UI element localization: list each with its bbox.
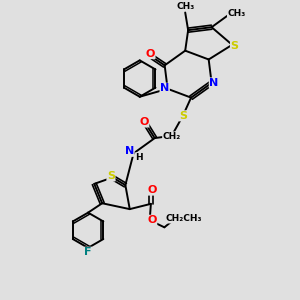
Text: O: O — [148, 185, 157, 195]
Text: O: O — [147, 215, 157, 225]
Text: S: S — [230, 41, 238, 51]
Text: CH₃: CH₃ — [176, 2, 194, 10]
Text: CH₃: CH₃ — [227, 9, 246, 18]
Text: N: N — [125, 146, 134, 156]
Text: CH₂CH₃: CH₂CH₃ — [165, 214, 202, 223]
Text: S: S — [107, 171, 115, 181]
Text: O: O — [140, 117, 149, 127]
Text: F: F — [84, 247, 92, 257]
Text: H: H — [136, 153, 143, 162]
Text: CH₂: CH₂ — [163, 132, 181, 141]
Text: N: N — [160, 83, 169, 93]
Text: O: O — [146, 49, 155, 58]
Text: S: S — [179, 111, 187, 121]
Text: N: N — [209, 78, 219, 88]
